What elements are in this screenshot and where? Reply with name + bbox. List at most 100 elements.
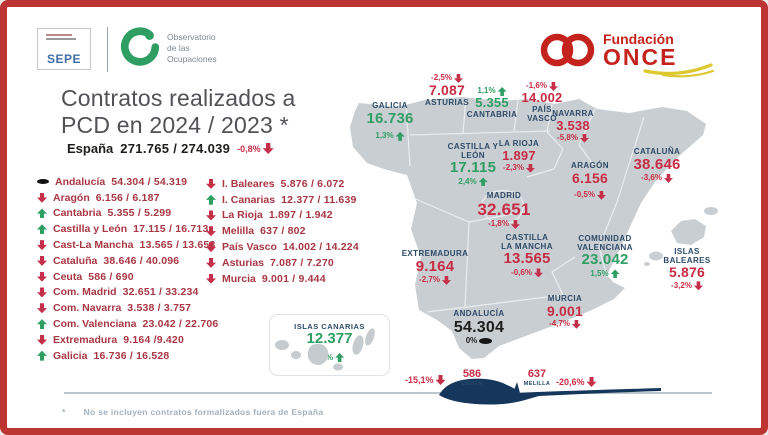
footnote-bullet: * <box>62 407 66 417</box>
ceuta-pct: -15,1% <box>405 375 446 385</box>
legend-item: Murcia 9.001 / 9.444 <box>206 271 359 287</box>
once-rings-icon <box>540 33 595 67</box>
spain-total: España 271.765 / 274.039 -0,8% <box>67 141 274 156</box>
once-line2: ONCE <box>603 44 678 70</box>
trend-down-icon <box>206 178 216 189</box>
trend-up-icon <box>395 131 405 141</box>
melilla-pct: -20,6% <box>556 377 597 387</box>
observatorio-line2: de las <box>167 43 190 53</box>
legend-item: Ceuta 586 / 690 <box>37 269 218 285</box>
observatorio-line3: Ocupaciones <box>167 54 217 64</box>
trend-down-icon <box>37 334 47 345</box>
trend-flat-icon <box>37 179 49 185</box>
map-label-andalucia: ANDALUCÍA 54.304 0% <box>453 309 505 345</box>
trend-down-icon <box>548 82 558 91</box>
trend-down-icon <box>596 190 606 200</box>
legend-item: Andalucía 54.304 / 54.319 <box>37 174 218 190</box>
legend-item: Com. Madrid 32.651 / 33.234 <box>37 285 218 301</box>
map-label-cantabria: CANTABRIA 5.355 1,1% <box>466 86 518 120</box>
legend-item: Com. Navarra 3.538 / 3.757 <box>37 300 218 316</box>
melilla-label: 637 MELILLA <box>523 368 551 387</box>
trend-down-icon <box>586 377 597 387</box>
trend-down-icon <box>510 219 520 229</box>
legend-list-right: I. Baleares 5.876 / 6.072 I. Canarias 12.3… <box>206 176 359 287</box>
legend-item: La Rioja 1.897 / 1.942 <box>206 208 359 224</box>
map-label-la-rioja: LA RIOJA 1.897 -2,3% <box>498 139 540 173</box>
legend-item: Extremadura 9.164 /9.420 <box>37 332 218 348</box>
map-label-navarra: NAVARRA 3.538 -5,8% <box>552 109 594 143</box>
canarias-islands-icon <box>275 328 375 371</box>
trend-down-icon <box>533 268 543 278</box>
map-label-aragon: ARAGÓN 6.156 -0,5% <box>571 161 609 200</box>
legend-item: Galicia 16.736 / 16.528 <box>37 348 218 364</box>
footnote: * No se incluyen contratos formalizados … <box>62 407 323 417</box>
legend-item: Melilla 637 / 802 <box>206 223 359 239</box>
trend-down-icon <box>206 257 216 268</box>
observatorio-logo-text: Observatorio de las Ocupaciones <box>167 32 217 65</box>
legend-item: Aragón 6.156 / 6.187 <box>37 190 218 206</box>
spain-total-label: España <box>67 141 114 156</box>
trend-down-icon <box>206 273 216 284</box>
africa-coast-icon <box>439 378 661 405</box>
trend-down-icon <box>37 271 47 282</box>
once-swoosh-icon <box>643 63 715 78</box>
canarias-title: ISLAS CANARIAS <box>294 322 365 331</box>
map-label-castilla-y-leon: CASTILLA Y LEÓN 17.115 2,4% <box>447 142 499 187</box>
footnote-text: No se incluyen contratos formalizados fu… <box>83 407 324 417</box>
canarias-value: 12.377 <box>306 330 353 347</box>
trend-up-icon <box>37 224 47 235</box>
trend-down-icon <box>453 74 463 83</box>
map-label-comunidad-valenciana: COMUNIDAD VALENCIANA 23.042 1,5% <box>577 234 633 279</box>
spain-total-pct-text: -0,8% <box>237 143 261 154</box>
canarias-box: ISLAS CANARIAS 12.377 6,3% <box>269 314 390 376</box>
trend-down-icon <box>206 226 216 237</box>
trend-down-icon <box>37 192 47 203</box>
trend-up-icon <box>497 87 507 96</box>
trend-down-icon <box>37 303 47 314</box>
ceuta-label: 586 CEUTA <box>461 368 483 387</box>
trend-up-icon <box>206 194 216 205</box>
trend-up-icon <box>610 269 620 279</box>
trend-down-icon <box>435 375 446 385</box>
map-label-islas-baleares: ISLAS BALEARES 5.876 -3,2% <box>663 247 711 291</box>
trend-down-icon <box>525 163 535 173</box>
once-logo-text: Fundación ONCE <box>603 31 715 78</box>
map-label-asturias: ASTURIAS 7.087 -2,5% <box>424 73 470 108</box>
title-line1: Contratos realizados a <box>61 85 296 111</box>
trend-down-icon <box>663 173 673 183</box>
legend-item: Cantabria 5.355 / 5.299 <box>37 206 218 222</box>
legend-item: Com. Valenciana 23.042 / 22.706 <box>37 316 218 332</box>
map-label-madrid: MADRID 32.651 -1,8% <box>477 191 531 229</box>
trend-down-icon <box>206 210 216 221</box>
map-label-galicia: GALICIA 16.736 1,3% <box>366 101 414 141</box>
spain-map <box>350 97 718 359</box>
trend-up-icon <box>37 350 47 361</box>
legend-item: I. Canarias 12.377 / 11.639 <box>206 192 359 208</box>
observatorio-line1: Observatorio <box>167 32 216 42</box>
trend-down-icon <box>262 143 274 154</box>
trend-up-icon <box>37 319 47 330</box>
baseline-divider <box>64 392 712 394</box>
once-line1: Fundación <box>603 31 674 47</box>
trend-down-icon <box>579 133 589 143</box>
fundacion-once-logo: Fundación ONCE <box>539 27 715 78</box>
sepe-logo-text: SEPE <box>46 52 81 66</box>
legend-item: País Vasco 14.002 / 14.224 <box>206 239 359 255</box>
trend-down-icon <box>693 281 703 291</box>
map-label-cataluna: CATALUÑA 38.646 -3,6% <box>633 147 681 183</box>
legend-item: Cast-La Mancha 13.565 / 13.653 <box>37 237 218 253</box>
legend-list-left: Andalucía 54.304 / 54.319 Aragón 6.156 / 6… <box>37 174 218 364</box>
observatorio-icon <box>120 27 160 66</box>
map-label-castilla-la-mancha: CASTILLA LA MANCHA 13.565 -0,6% <box>501 233 553 278</box>
trend-down-icon <box>37 287 47 298</box>
title-line2: PCD en 2024 / 2023 * <box>61 112 289 138</box>
legend-item: Cataluña 38.646 / 40.096 <box>37 253 218 269</box>
trend-flat-icon <box>479 338 493 345</box>
map-label-extremadura: EXTREMADURA 9.164 -2,7% <box>401 249 469 285</box>
header-divider <box>107 27 108 72</box>
page-title: Contratos realizados a PCD en 2024 / 202… <box>61 85 296 139</box>
trend-down-icon <box>37 255 47 266</box>
legend-item: Asturias 7.087 / 7.270 <box>206 255 359 271</box>
trend-down-icon <box>37 240 47 251</box>
